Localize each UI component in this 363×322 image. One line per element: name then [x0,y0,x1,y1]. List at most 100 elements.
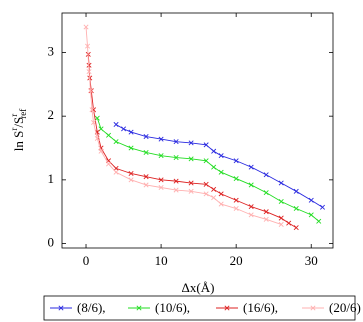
point-marker [94,115,100,121]
point-marker [248,204,254,210]
point-marker [248,182,254,188]
point-marker [278,180,284,186]
point-marker [218,201,224,207]
point-marker [188,180,194,186]
point-marker [143,182,149,188]
x-axis-label: Δx(Å) [182,280,215,295]
point-marker [143,149,149,155]
point-marker [173,178,179,184]
plot-frame [61,12,334,249]
y-tick-label: 3 [48,43,55,58]
y-label-part: ref [18,109,28,119]
point-marker [211,195,217,201]
point-marker [106,161,112,167]
x-tick-label: 30 [305,253,318,268]
point-marker [128,145,134,151]
point-marker [143,134,149,140]
point-marker [113,165,119,171]
legend-label: (8/6), [77,300,106,315]
point-marker [113,121,119,127]
point-marker [308,197,314,203]
y-label-part: r [9,114,19,117]
point-marker [203,142,209,148]
point-marker [278,198,284,205]
point-marker [188,156,194,162]
point-marker [308,212,314,218]
point-marker [211,148,217,154]
point-marker [128,177,134,183]
point-marker [263,216,269,222]
point-marker [319,204,326,210]
point-marker [158,177,164,183]
y-tick-label: 1 [48,171,55,186]
x-tick-label: 10 [155,253,168,268]
point-marker [88,88,94,94]
point-marker [143,174,149,180]
point-marker [278,221,284,227]
point-marker [158,153,164,159]
point-marker [188,188,194,194]
point-marker [113,139,119,145]
point-marker [173,155,179,161]
point-marker [248,212,254,218]
y-label-part: ln S [11,131,26,152]
y-label-part: /S [11,117,26,128]
point-marker [158,136,164,142]
point-marker [89,107,95,113]
legend-label: (20/6) [329,300,361,315]
point-marker [94,135,100,141]
point-marker [316,218,322,224]
point-marker [106,132,112,138]
point-marker [173,187,179,193]
point-marker [233,176,239,182]
point-marker [218,169,224,175]
point-marker [88,88,94,94]
point-marker [233,158,239,164]
y-tick-label: 2 [48,107,55,122]
point-marker [203,181,209,187]
point-marker [278,215,284,221]
point-marker [158,184,164,191]
point-marker [233,197,239,203]
legend-label: (10/6), [155,300,190,315]
point-marker [98,148,104,154]
point-marker [211,186,217,192]
point-marker [203,158,209,164]
point-marker [211,164,217,170]
legend-label: (16/6), [243,300,278,315]
point-marker [263,172,269,178]
point-marker [293,188,299,194]
y-axis-label: ln Sr/Srref [9,109,28,151]
point-marker [248,164,254,170]
point-marker [85,43,91,49]
legend-marker [310,305,316,311]
point-marker [218,153,224,159]
x-tick-label: 0 [83,253,90,268]
point-marker [113,169,119,175]
point-marker [91,120,97,126]
point-marker [86,69,92,75]
point-marker [263,190,269,196]
legend-marker [58,305,64,311]
point-marker [83,24,89,30]
y-tick-label: 0 [48,235,55,250]
point-marker [203,191,209,197]
series-line [96,117,320,222]
series-line [85,26,282,225]
point-marker [218,191,224,197]
point-marker [286,220,292,226]
point-marker [233,205,239,212]
legend-marker [136,305,142,311]
point-marker [263,209,269,215]
y-label-part: r [9,128,19,131]
series-line [87,54,297,229]
point-marker [188,140,194,146]
legend-marker [224,305,230,311]
point-marker [128,170,134,177]
x-tick-label: 20 [230,253,243,268]
point-marker [293,205,299,212]
point-marker [128,129,134,135]
point-marker [173,139,179,145]
point-marker [121,126,127,132]
